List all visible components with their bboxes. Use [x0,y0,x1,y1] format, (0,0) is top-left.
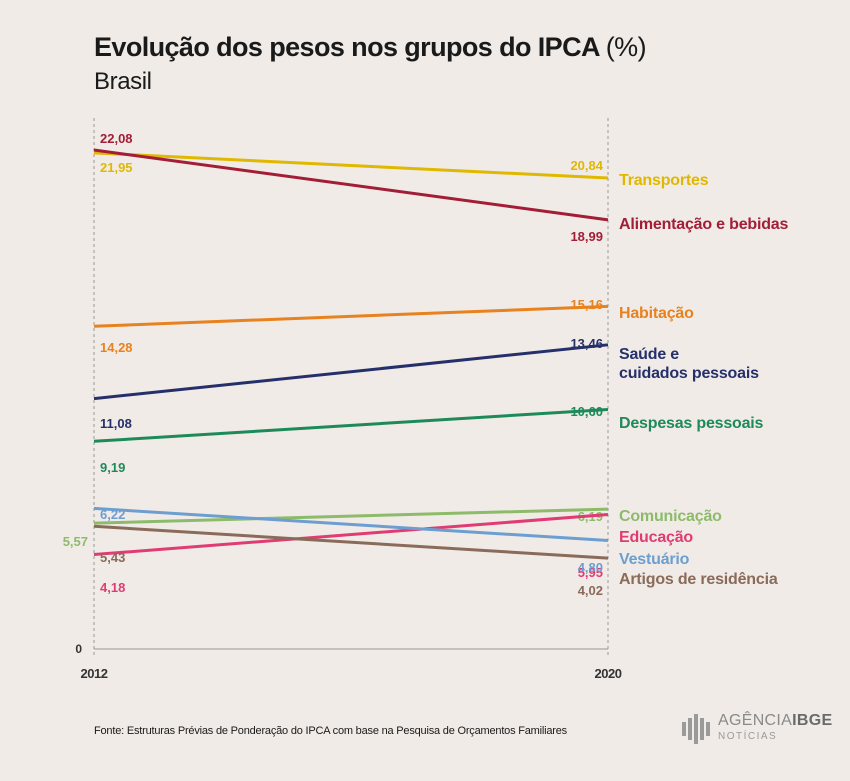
value-label-2012-transportes: 21,95 [100,160,133,175]
series-name-alimentacao-e-bebidas: Alimentação e bebidas [619,216,788,233]
logo-brand-text: AGÊNCIA [718,712,793,729]
series-name-saude-e-cuidados-pessoais-1: Saúde e [619,346,679,363]
value-label-2012-vestuario: 6,22 [100,507,125,522]
title-unit: (%) [605,32,647,62]
series-name-educacao: Educação [619,529,693,546]
series-line-artigos-de-residencia [93,524,609,560]
logo-subtext: NOTÍCIAS [718,731,778,742]
value-label-2012-habitacao: 14,28 [100,340,133,355]
value-label-2012-despesas-pessoais: 9,19 [100,460,125,475]
value-label-2012-artigos-de-residencia: 5,43 [100,550,125,565]
y-tick-0: 0 [75,642,82,656]
value-label-2020-saude-e-cuidados-pessoais: 13,46 [570,336,603,351]
series-name-comunicacao: Comunicação [619,508,722,525]
value-label-2020-alimentacao-e-bebidas: 18,99 [570,229,603,244]
series-line-comunicacao [93,507,609,525]
value-label-2012-comunicacao: 5,57 [63,534,88,549]
series-line-alimentacao-e-bebidas [93,148,609,222]
series-line-despesas-pessoais [93,407,609,443]
series-name-artigos-de-residencia: Artigos de residência [619,571,778,588]
series-name-vestuario: Vestuário [619,551,690,568]
logo-brand: AGÊNCIAIBGE [718,712,832,730]
value-label-2020-artigos-de-residencia: 4,02 [578,583,603,598]
logo-brand-bold: IBGE [792,712,833,729]
value-label-2012-educacao: 4,18 [100,580,125,595]
chart-title: Evolução dos pesos nos grupos do IPCA (%… [94,32,647,63]
x-tick-2020: 2020 [595,666,622,681]
series-line-saude-e-cuidados-pessoais [93,343,609,401]
value-label-2012-alimentacao-e-bebidas: 22,08 [100,131,133,146]
ibge-logo-icon [682,714,710,744]
series-line-habitacao [93,304,609,328]
series-line-transportes [93,151,609,180]
value-label-2020-educacao: 5,95 [578,565,603,580]
series-name-despesas-pessoais: Despesas pessoais [619,415,764,432]
chart-subtitle: Brasil [94,68,152,95]
source-note: Fonte: Estruturas Prévias de Ponderação … [94,725,567,737]
series-line-vestuario [93,506,609,543]
series-line-educacao [93,513,609,557]
value-label-2020-habitacao: 15,16 [570,297,603,312]
series-name-saude-e-cuidados-pessoais-2: cuidados pessoais [619,365,759,382]
x-tick-2012: 2012 [81,666,108,681]
title-text: Evolução dos pesos nos grupos do IPCA [94,32,599,62]
value-label-2012-saude-e-cuidados-pessoais: 11,08 [100,416,132,431]
value-label-2020-transportes: 20,84 [570,158,603,173]
value-label-2020-despesas-pessoais: 10,60 [570,404,603,419]
series-name-transportes: Transportes [619,172,709,189]
agencia-ibge-logo: AGÊNCIAIBGE NOTÍCIAS [682,712,832,746]
value-label-2020-vestuario: 4,80 [578,560,603,575]
series-name-habitacao: Habitação [619,305,694,322]
